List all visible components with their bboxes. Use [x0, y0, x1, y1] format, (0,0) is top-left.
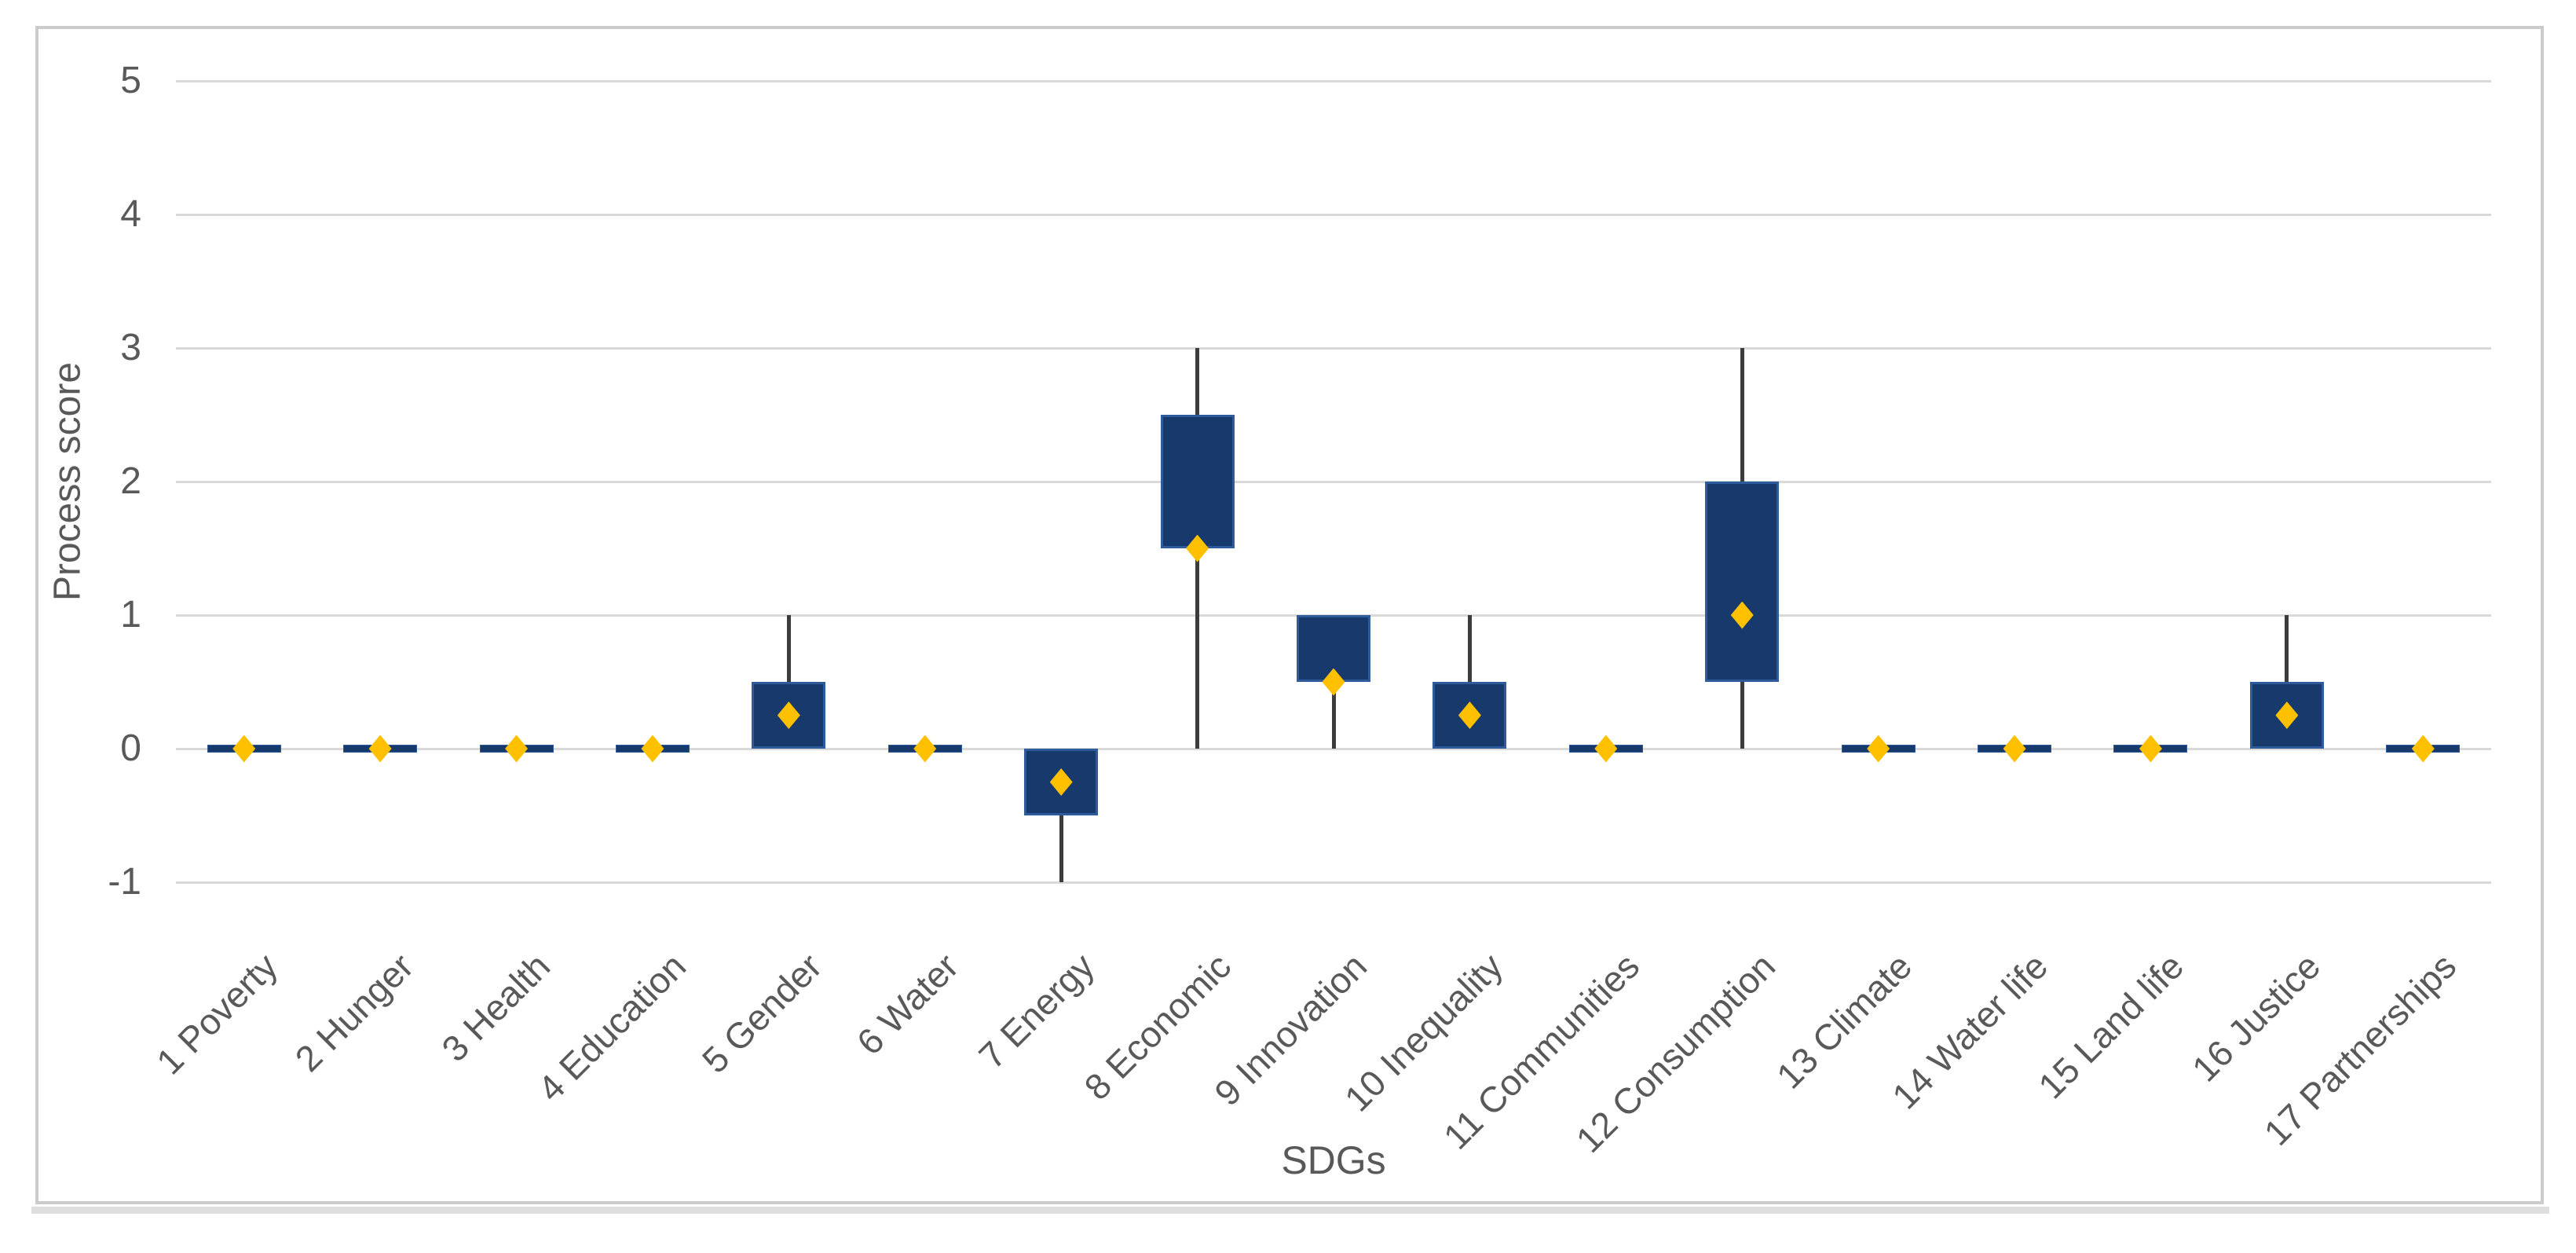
y-tick-label: 1	[120, 594, 141, 636]
mean-marker	[641, 735, 664, 763]
gridline-y-2	[176, 481, 2491, 483]
lower-whisker	[1195, 547, 1200, 749]
upper-whisker	[1740, 348, 1744, 483]
mean-marker	[1594, 735, 1618, 763]
x-category-label: 7 Energy	[971, 945, 1103, 1077]
upper-whisker	[1467, 615, 1472, 683]
upper-whisker	[1195, 348, 1200, 416]
gridline-y-5	[176, 80, 2491, 82]
x-category-label: 16 Justice	[2183, 945, 2329, 1090]
upper-whisker	[786, 615, 791, 683]
y-tick-label: 4	[120, 193, 141, 235]
x-axis-title: SDGs	[1281, 1138, 1386, 1182]
x-category-label: 2 Hunger	[287, 945, 422, 1079]
x-category-label: 15 Land life	[2030, 945, 2192, 1107]
bottom-strip	[31, 1207, 2549, 1214]
mean-marker	[2003, 735, 2026, 763]
x-category-label: 1 Poverty	[148, 945, 285, 1083]
y-tick-label: -1	[108, 861, 141, 903]
lower-whisker	[1740, 680, 1744, 749]
x-category-label: 4 Education	[529, 945, 694, 1109]
mean-marker	[2411, 735, 2435, 763]
x-category-label: 3 Health	[433, 945, 558, 1070]
mean-marker	[232, 735, 256, 763]
gridline-y-4	[176, 214, 2491, 216]
gridline-y-0	[176, 748, 2491, 750]
y-axis-title: Process score	[46, 361, 89, 602]
mean-marker	[2139, 735, 2162, 763]
gridline-y--1	[176, 881, 2491, 884]
lower-whisker	[1331, 680, 1336, 749]
y-tick-label: 3	[120, 327, 141, 368]
gridline-y-3	[176, 347, 2491, 350]
box-iqr	[1160, 415, 1235, 548]
mean-marker	[913, 735, 937, 763]
lower-whisker	[1059, 814, 1063, 882]
upper-whisker	[2285, 615, 2289, 683]
box-iqr	[752, 682, 826, 749]
y-tick-label: 5	[120, 60, 141, 101]
x-category-label: 6 Water	[848, 945, 966, 1063]
y-tick-label: 0	[120, 727, 141, 769]
mean-marker	[505, 735, 529, 763]
mean-marker	[1867, 735, 1890, 763]
mean-marker	[368, 735, 392, 763]
y-tick-label: 2	[120, 460, 141, 502]
box-iqr	[1705, 482, 1780, 682]
x-category-label: 5 Gender	[694, 945, 830, 1081]
